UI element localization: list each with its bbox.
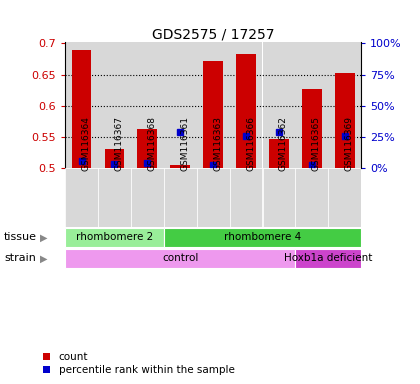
- Text: ▶: ▶: [40, 232, 47, 242]
- Bar: [65, 228, 164, 247]
- Bar: [230, 168, 262, 227]
- Bar: [295, 42, 328, 168]
- Text: GSM116362: GSM116362: [279, 116, 288, 171]
- Text: GSM116366: GSM116366: [246, 116, 255, 171]
- Bar: [302, 89, 322, 168]
- Bar: [98, 42, 131, 168]
- Text: ▶: ▶: [40, 253, 47, 263]
- Text: GSM116368: GSM116368: [147, 116, 156, 171]
- Text: GSM116364: GSM116364: [81, 116, 91, 171]
- Bar: [65, 42, 98, 168]
- Text: Hoxb1a deficient: Hoxb1a deficient: [284, 253, 373, 263]
- Text: tissue: tissue: [4, 232, 37, 242]
- Bar: [164, 42, 197, 168]
- Bar: [295, 168, 328, 227]
- Text: GSM116365: GSM116365: [312, 116, 321, 171]
- Bar: [203, 61, 223, 168]
- Text: GSM116361: GSM116361: [180, 116, 189, 171]
- Bar: [105, 149, 124, 168]
- Text: GSM116367: GSM116367: [114, 116, 123, 171]
- Bar: [230, 42, 262, 168]
- Text: rhombomere 2: rhombomere 2: [76, 232, 153, 242]
- Bar: [197, 168, 230, 227]
- Bar: [197, 42, 230, 168]
- Bar: [269, 139, 289, 168]
- Bar: [335, 73, 354, 168]
- Bar: [65, 168, 98, 227]
- Bar: [131, 168, 164, 227]
- Bar: [236, 54, 256, 168]
- Bar: [131, 42, 164, 168]
- Text: control: control: [162, 253, 198, 263]
- Text: GSM116363: GSM116363: [213, 116, 222, 171]
- Bar: [65, 249, 295, 268]
- Bar: [164, 228, 361, 247]
- Title: GDS2575 / 17257: GDS2575 / 17257: [152, 27, 274, 41]
- Text: strain: strain: [4, 253, 36, 263]
- Bar: [328, 42, 361, 168]
- Bar: [262, 42, 295, 168]
- Bar: [98, 168, 131, 227]
- Bar: [295, 249, 361, 268]
- Bar: [164, 168, 197, 227]
- Text: rhombomere 4: rhombomere 4: [224, 232, 301, 242]
- Bar: [72, 50, 92, 168]
- Bar: [328, 168, 361, 227]
- Bar: [171, 165, 190, 168]
- Text: GSM116369: GSM116369: [345, 116, 354, 171]
- Bar: [137, 129, 157, 168]
- Bar: [262, 168, 295, 227]
- Legend: count, percentile rank within the sample: count, percentile rank within the sample: [43, 352, 234, 375]
